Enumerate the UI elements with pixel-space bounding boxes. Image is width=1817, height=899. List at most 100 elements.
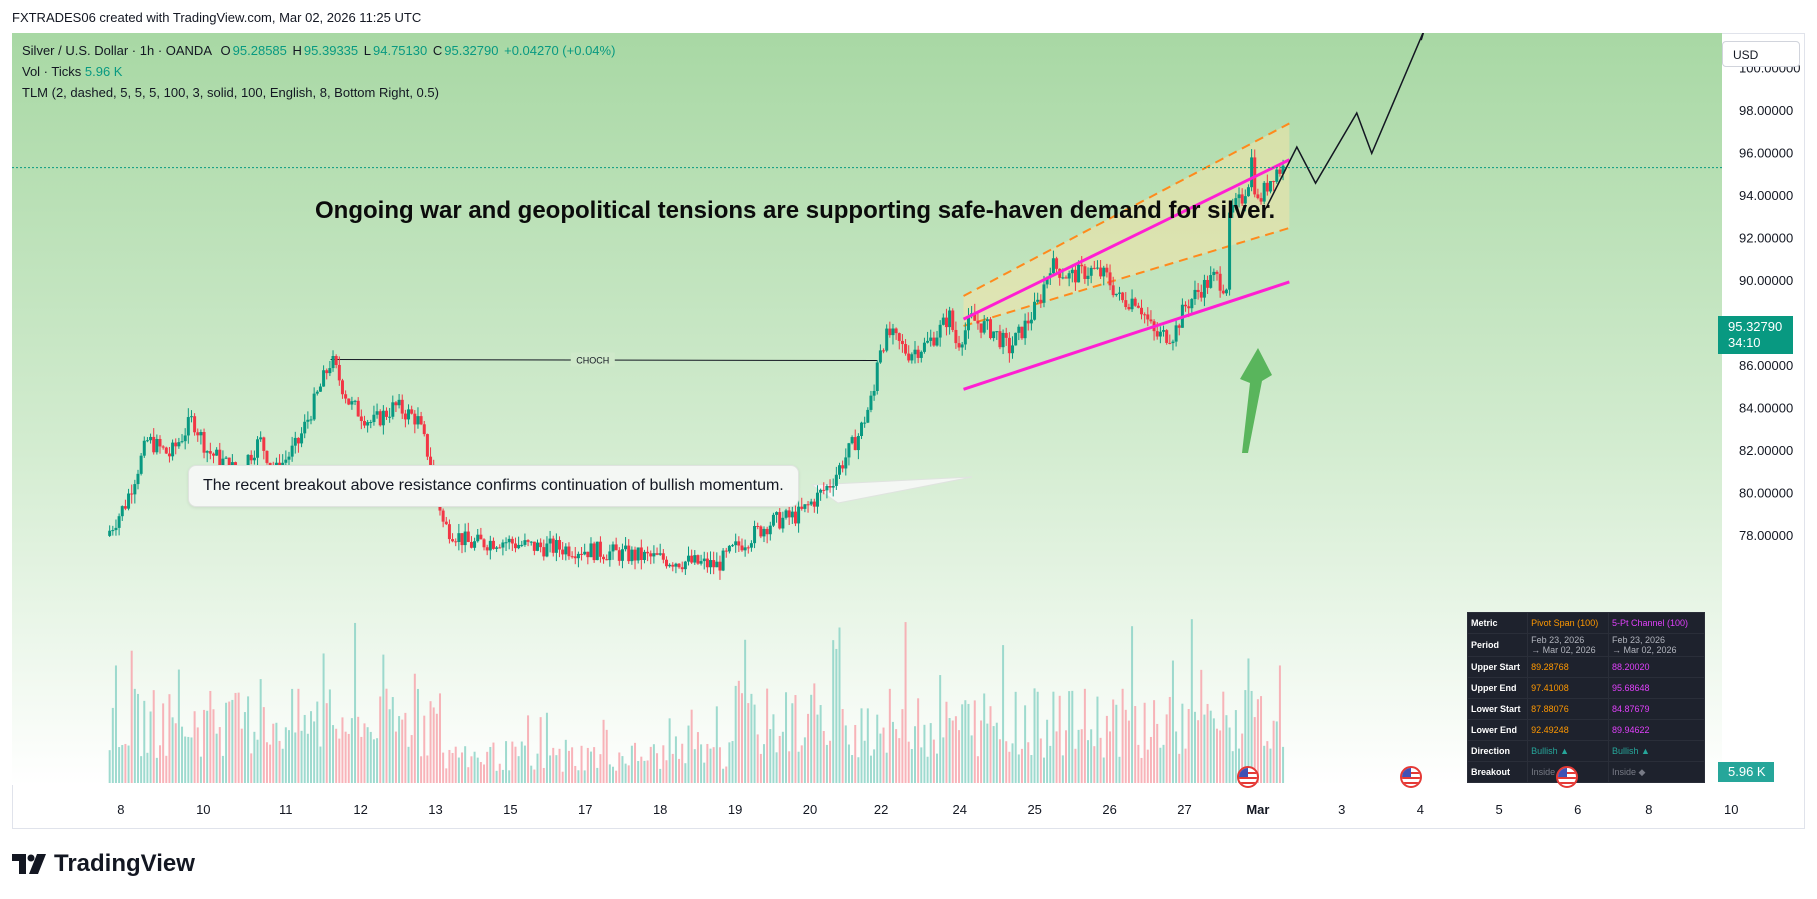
candle-body[interactable]	[683, 561, 687, 570]
candle-body[interactable]	[193, 416, 197, 433]
candle-body[interactable]	[1250, 157, 1254, 188]
candle-body[interactable]	[743, 547, 747, 551]
candle-body[interactable]	[602, 556, 606, 560]
candle-body[interactable]	[642, 551, 646, 560]
candle-body[interactable]	[614, 544, 618, 551]
candle-body[interactable]	[469, 541, 473, 548]
candle-body[interactable]	[215, 449, 219, 456]
candle-body[interactable]	[388, 416, 392, 418]
candle-body[interactable]	[300, 433, 304, 444]
candle-body[interactable]	[479, 534, 483, 540]
candle-body[interactable]	[262, 437, 266, 451]
candle-body[interactable]	[1073, 269, 1077, 283]
candle-body[interactable]	[485, 547, 489, 551]
candle-body[interactable]	[1042, 284, 1046, 303]
candle-body[interactable]	[948, 310, 952, 328]
candle-body[interactable]	[177, 442, 181, 447]
candle-body[interactable]	[1234, 198, 1238, 206]
candle-body[interactable]	[1121, 292, 1125, 301]
candle-body[interactable]	[1061, 277, 1065, 279]
candle-body[interactable]	[664, 559, 668, 567]
candle-body[interactable]	[753, 525, 757, 544]
candle-body[interactable]	[617, 550, 621, 561]
candle-body[interactable]	[117, 516, 121, 528]
candle-body[interactable]	[781, 517, 785, 529]
bullish-arrow-icon[interactable]	[1240, 348, 1272, 453]
candle-body[interactable]	[696, 555, 700, 564]
candle-body[interactable]	[158, 438, 162, 447]
candle-body[interactable]	[812, 501, 816, 507]
candle-body[interactable]	[639, 547, 643, 560]
candle-body[interactable]	[919, 351, 923, 358]
candle-body[interactable]	[878, 350, 882, 363]
candle-body[interactable]	[413, 413, 417, 425]
candle-body[interactable]	[1187, 306, 1191, 309]
candle-body[interactable]	[1268, 181, 1272, 192]
candle-body[interactable]	[1240, 194, 1244, 204]
candle-body[interactable]	[756, 525, 760, 527]
candle-body[interactable]	[932, 337, 936, 346]
candle-body[interactable]	[199, 432, 203, 436]
candle-body[interactable]	[309, 419, 313, 421]
candle-body[interactable]	[1158, 331, 1162, 337]
candle-body[interactable]	[860, 422, 864, 437]
candle-body[interactable]	[142, 440, 146, 456]
candle-body[interactable]	[1168, 342, 1172, 344]
candle-body[interactable]	[1077, 264, 1081, 283]
candle-body[interactable]	[495, 547, 499, 549]
candle-body[interactable]	[520, 544, 524, 546]
candle-body[interactable]	[164, 447, 168, 454]
candle-body[interactable]	[290, 445, 294, 457]
candle-body[interactable]	[318, 386, 322, 392]
candle-body[interactable]	[353, 400, 357, 402]
candle-body[interactable]	[1206, 279, 1210, 288]
candle-body[interactable]	[693, 555, 697, 563]
candle-body[interactable]	[699, 561, 703, 564]
candle-body[interactable]	[1099, 267, 1103, 277]
candle-body[interactable]	[1130, 298, 1134, 310]
candle-body[interactable]	[249, 454, 253, 461]
candle-body[interactable]	[976, 320, 980, 324]
candle-body[interactable]	[954, 329, 958, 344]
candle-body[interactable]	[957, 343, 961, 348]
candle-body[interactable]	[907, 353, 911, 361]
candle-body[interactable]	[378, 411, 382, 426]
candle-body[interactable]	[155, 438, 159, 453]
candle-body[interactable]	[658, 553, 662, 555]
candle-body[interactable]	[979, 323, 983, 333]
candle-body[interactable]	[312, 393, 316, 420]
callout-annotation[interactable]: The recent breakout above resistance con…	[188, 465, 799, 507]
candle-body[interactable]	[1133, 298, 1137, 306]
candle-body[interactable]	[287, 456, 291, 460]
candle-body[interactable]	[186, 417, 190, 436]
candle-body[interactable]	[322, 370, 326, 387]
candle-body[interactable]	[806, 504, 810, 506]
candle-body[interactable]	[265, 450, 269, 463]
candle-body[interactable]	[982, 321, 986, 333]
candle-body[interactable]	[841, 465, 845, 469]
candle-body[interactable]	[856, 436, 860, 451]
candle-body[interactable]	[425, 434, 429, 457]
candle-body[interactable]	[1136, 305, 1140, 308]
candle-body[interactable]	[734, 541, 738, 546]
candle-body[interactable]	[451, 539, 455, 542]
candle-body[interactable]	[381, 410, 385, 426]
candle-body[interactable]	[655, 553, 659, 555]
candle-body[interactable]	[1039, 299, 1043, 303]
candle-body[interactable]	[510, 538, 514, 544]
candle-body[interactable]	[366, 422, 370, 426]
candle-body[interactable]	[913, 349, 917, 355]
currency-button[interactable]: USD	[1722, 41, 1800, 67]
candle-body[interactable]	[793, 511, 797, 524]
candle-body[interactable]	[139, 455, 143, 474]
candle-body[interactable]	[822, 489, 826, 491]
candle-body[interactable]	[998, 331, 1002, 348]
candle-body[interactable]	[429, 456, 433, 465]
candle-body[interactable]	[598, 541, 602, 557]
candle-body[interactable]	[501, 542, 505, 548]
candle-body[interactable]	[1001, 332, 1005, 348]
candle-body[interactable]	[1272, 181, 1276, 183]
orange-channel-line[interactable]	[963, 122, 1290, 297]
candle-body[interactable]	[391, 402, 395, 417]
candle-body[interactable]	[1089, 267, 1093, 276]
